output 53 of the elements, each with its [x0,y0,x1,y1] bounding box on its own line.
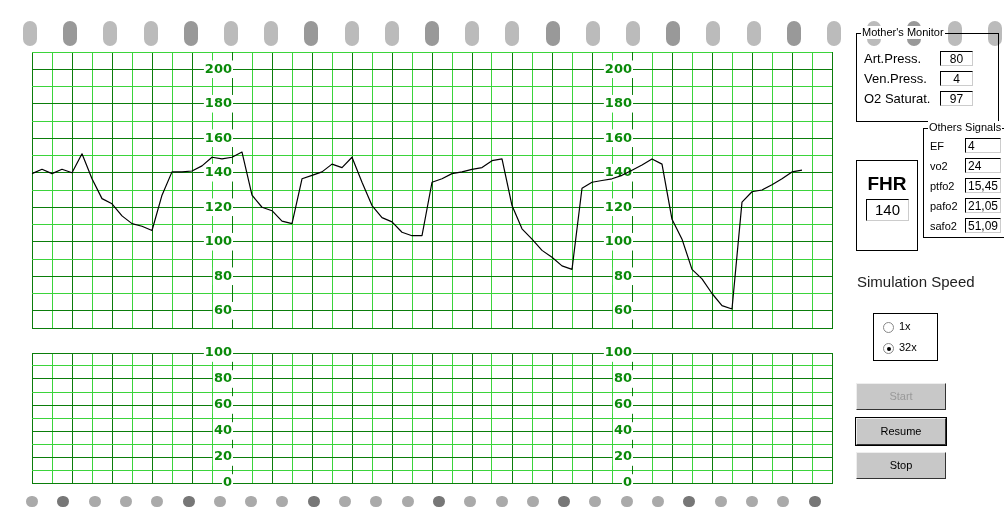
y2-tick-label: 80 [613,370,632,386]
y-tick-label: 20 [213,448,232,464]
y-tick-label: 120 [204,198,232,214]
y2-tick-label: 0 [622,474,632,490]
text: safo2 [930,219,957,234]
y2-tick-label: 100 [604,344,632,360]
text: 15,45 [965,178,1001,193]
text: Art.Press. [864,51,922,67]
text: 4 [965,138,1001,153]
text: pafo2 [930,199,958,214]
y2-tick-label: 100 [604,233,632,249]
y-tick-label: 40 [213,422,232,438]
text: 4 [940,71,973,86]
text: 24 [965,158,1001,173]
y2-tick-label: 120 [604,198,632,214]
text: 32x [899,340,917,354]
y-tick-label: 160 [204,129,232,145]
text: vo2 [930,159,948,174]
y2-tick-label: 40 [613,422,632,438]
y2-tick-label: 20 [613,448,632,464]
text: 51,09 [965,218,1001,233]
text: Ven.Press. [864,71,927,87]
y-tick-label: 0 [222,474,232,490]
y-tick-label: 80 [213,267,232,283]
y-tick-label: 200 [204,60,232,76]
text: 80 [940,51,973,66]
y-tick-label: 140 [204,164,232,180]
y2-tick-label: 180 [604,95,632,111]
text: O2 Saturat. [864,91,931,107]
push-button: Stop [856,452,946,479]
text: 21,05 [965,198,1001,213]
y2-tick-label: 60 [613,396,632,412]
text: 140 [866,199,909,221]
y-tick-label: 60 [213,396,232,412]
text: FHR [866,173,908,195]
text: Mother's Monitor [861,26,945,39]
y2-tick-label: 80 [613,267,632,283]
y2-tick-label: 140 [604,164,632,180]
text: 1x [899,319,911,333]
y-tick-label: 60 [213,302,232,318]
push-button: Resume [856,417,946,445]
y2-tick-label: 60 [613,302,632,318]
text: Simulation Speed [857,273,975,291]
text: Others Signals [928,121,1003,134]
y-tick-label: 100 [204,344,232,360]
y-tick-label: 100 [204,233,232,249]
y2-tick-label: 200 [604,60,632,76]
text: EF [930,139,945,154]
y-tick-label: 80 [213,370,232,386]
y2-tick-label: 160 [604,129,632,145]
text: 97 [940,91,973,106]
y-tick-label: 180 [204,95,232,111]
text: ptfo2 [930,179,955,194]
